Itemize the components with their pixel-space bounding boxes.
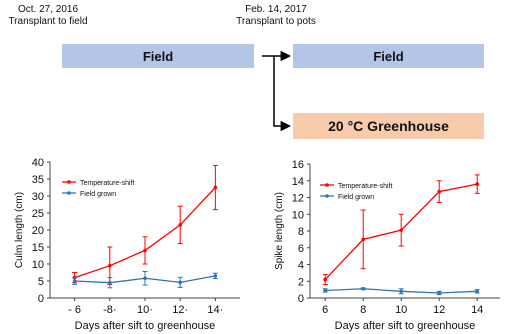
- step-2: Transplant to pots: [236, 16, 316, 27]
- data-point: [213, 274, 218, 278]
- arrow-to-greenhouse: [273, 56, 292, 132]
- x-tick-label: 8: [360, 304, 366, 316]
- data-point: [475, 182, 480, 186]
- y-tick-label: 12: [292, 193, 304, 205]
- y-tick-label: 0: [298, 293, 304, 305]
- x-tick-label: -8·: [103, 304, 116, 316]
- data-point: [143, 248, 147, 253]
- y-tick-label: 6: [298, 243, 304, 255]
- field-box-2: Field: [293, 44, 484, 68]
- data-point: [108, 280, 112, 285]
- greenhouse-box-label: 20 °C Greenhouse: [328, 118, 449, 134]
- step-1: Transplant to field: [8, 16, 88, 27]
- y-tick-label: 0: [38, 293, 44, 305]
- date-2: Feb. 14, 2017: [245, 4, 307, 15]
- y-tick-label: 30: [32, 191, 44, 203]
- y-tick-label: 35: [32, 174, 44, 186]
- legend-marker: [325, 194, 329, 198]
- y-tick-label: 10: [32, 259, 44, 271]
- data-point: [178, 223, 182, 227]
- y-tick-label: 4: [298, 260, 304, 272]
- field-box-1-label: Field: [142, 48, 174, 64]
- x-tick-label: - 6: [68, 304, 81, 316]
- legend-entry: Field grown: [80, 191, 116, 198]
- y-tick-label: 5: [38, 276, 44, 288]
- y-tick-label: 40: [32, 157, 44, 169]
- data-point: [361, 286, 366, 291]
- data-point: [399, 289, 404, 294]
- data-point: [361, 237, 366, 242]
- field-box-2-label: Field: [373, 48, 404, 64]
- data-point: [72, 279, 77, 283]
- data-point: [323, 277, 328, 282]
- data-point: [143, 276, 147, 281]
- y-axis-label: Spike length (cm): [274, 192, 285, 270]
- legend-entry: Field grown: [338, 194, 374, 201]
- data-point: [213, 185, 218, 190]
- y-tick-label: 16: [292, 159, 304, 171]
- legend-marker: [67, 191, 71, 195]
- y-tick-label: 14: [292, 176, 304, 188]
- x-axis-label: Days after sift to greenhouse: [335, 320, 476, 332]
- legend-entry: Temperature-shift: [80, 180, 135, 187]
- data-point: [399, 228, 404, 232]
- x-tick-label: 10: [395, 304, 407, 316]
- data-point: [437, 291, 442, 295]
- data-point: [437, 189, 442, 194]
- x-tick-label: 14: [471, 304, 483, 316]
- legend-marker: [67, 180, 71, 184]
- field-box-1: Field: [62, 44, 254, 68]
- y-tick-label: 25: [32, 208, 44, 220]
- x-tick-label: 10·: [137, 304, 153, 316]
- x-tick-label: 12: [433, 304, 445, 316]
- date-1: Oct. 27, 2016: [17, 4, 79, 15]
- y-tick-label: 15: [32, 242, 44, 254]
- y-tick-label: 8: [298, 226, 304, 238]
- legend-marker: [325, 183, 329, 187]
- y-axis-label: Culm length (cm): [14, 192, 25, 268]
- y-tick-label: 20: [32, 225, 44, 237]
- date-2-label: Feb. 14, 2017 Transplant to pots: [231, 4, 321, 28]
- data-point: [178, 280, 182, 285]
- x-axis-label: Days after sift to greenhouse: [75, 320, 216, 332]
- date-1-label: Oct. 27, 2016 Transplant to field: [8, 4, 88, 28]
- x-tick-label: 12·: [172, 304, 188, 316]
- data-point: [323, 288, 328, 293]
- legend-entry: Temperature-shift: [338, 183, 393, 190]
- data-point: [475, 289, 480, 294]
- y-tick-label: 10: [292, 209, 304, 221]
- y-tick-label: 2: [298, 276, 304, 288]
- x-tick-label: 14·: [207, 304, 223, 316]
- x-tick-label: 6: [322, 304, 328, 316]
- greenhouse-box: 20 °C Greenhouse: [293, 113, 484, 139]
- data-point: [108, 263, 112, 268]
